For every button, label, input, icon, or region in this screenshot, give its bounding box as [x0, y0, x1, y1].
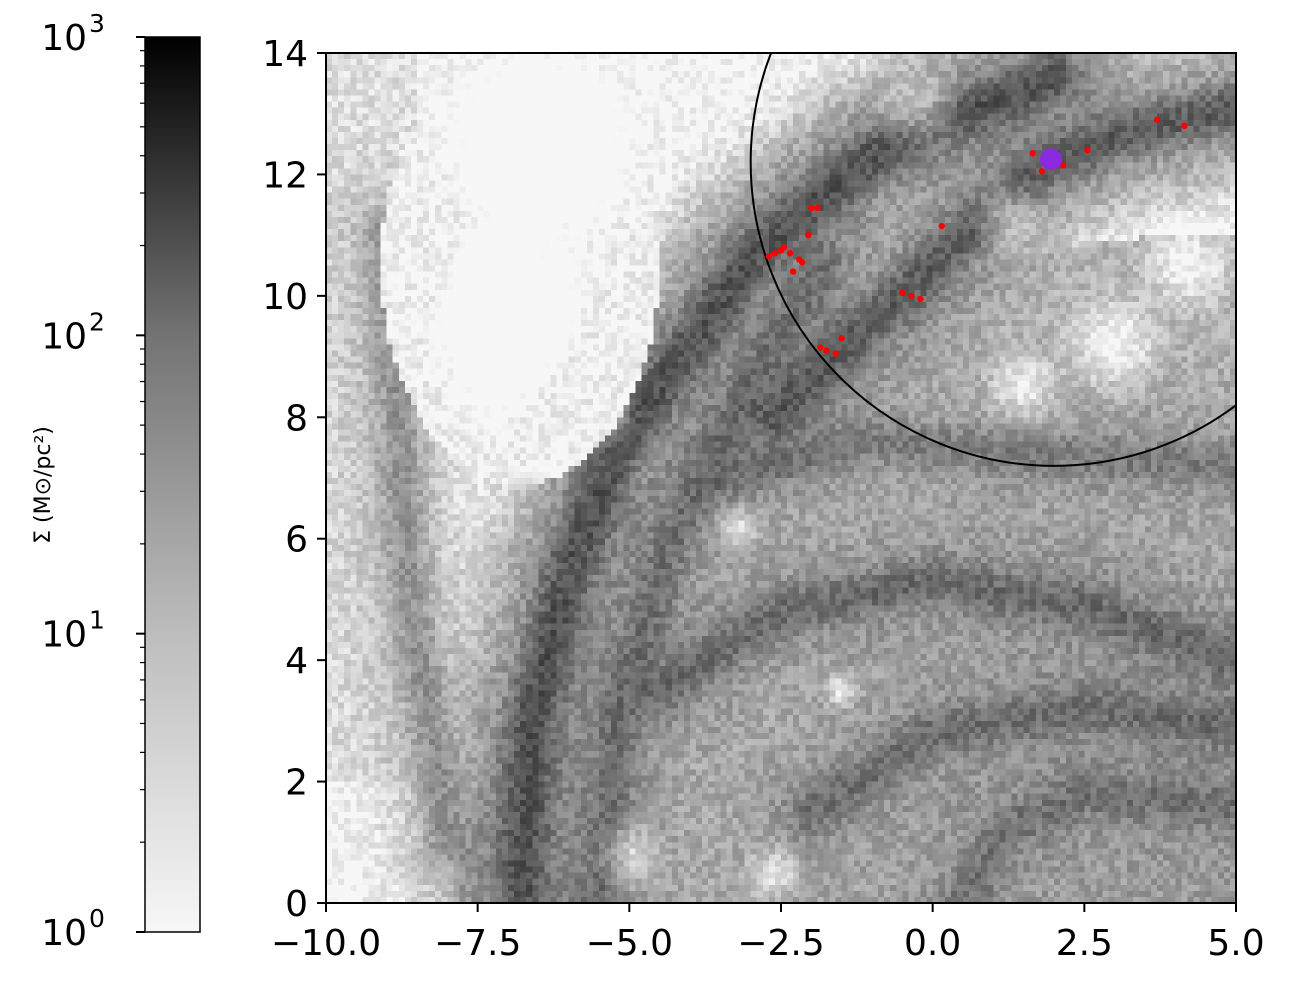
colorbar-label: Σ (M⊙/pc²) — [31, 426, 56, 544]
red-point — [917, 295, 924, 303]
red-point — [817, 344, 824, 351]
red-point — [786, 250, 794, 257]
x-tick-label: −5.0 — [586, 923, 673, 964]
y-tick-label: 2 — [285, 763, 308, 804]
y-tick-label: 6 — [285, 520, 308, 561]
x-tick-label: 0.0 — [904, 923, 961, 964]
x-tick-label: −7.5 — [434, 923, 521, 964]
red-point — [899, 289, 906, 297]
red-point — [1084, 146, 1091, 154]
colorbar-tick-label: 10 — [41, 316, 87, 357]
x-tick-label: −10.0 — [271, 923, 381, 964]
red-point — [1059, 162, 1067, 169]
x-tick-label: 2.5 — [1056, 923, 1113, 964]
red-point — [1181, 122, 1188, 130]
red-point — [1153, 116, 1161, 123]
overlay-layer — [749, 53, 1236, 467]
y-axis: 0 2 4 6 8 10 12 14 — [262, 34, 326, 925]
y-tick-label: 4 — [285, 641, 308, 682]
colorbar-tick-label: 10 — [41, 615, 87, 656]
colorbar-tick-exponent: 2 — [89, 307, 105, 336]
colorbar-tick-label: 10 — [41, 18, 87, 59]
y-tick-label: 8 — [285, 398, 308, 439]
y-tick-label: 14 — [262, 34, 308, 75]
colorbar-gradient — [145, 37, 200, 932]
colorbar-frame — [144, 36, 201, 933]
x-axis: −10.0 −7.5 −5.0 −2.5 0.0 2.5 5.0 — [271, 903, 1265, 964]
x-tick-label: 5.0 — [1207, 923, 1264, 964]
density-heatmap — [326, 53, 1236, 903]
colorbar-tick-exponent: 0 — [89, 904, 105, 933]
red-point — [805, 231, 812, 239]
red-point — [1029, 149, 1036, 157]
red-point — [938, 222, 945, 230]
highlight-point — [1039, 148, 1062, 171]
red-point — [814, 204, 821, 212]
red-point — [908, 292, 915, 300]
plot-area: −10.0 −7.5 −5.0 −2.5 0.0 2.5 5.0 0 2 4 6 8 10 12 14 — [262, 34, 1265, 964]
colorbar-tick-exponent: 1 — [89, 606, 105, 635]
red-point — [765, 253, 773, 260]
y-tick-label: 10 — [262, 277, 308, 318]
red-point — [808, 204, 815, 212]
red-point — [823, 347, 830, 354]
red-point — [789, 268, 797, 275]
y-tick-label: 12 — [262, 155, 308, 196]
selection-circle — [749, 53, 1236, 467]
red-point — [799, 259, 806, 266]
y-tick-label: 0 — [285, 884, 308, 925]
colorbar-ticks — [136, 36, 145, 933]
red-point — [832, 350, 839, 357]
red-point — [838, 335, 845, 342]
x-tick-label: −2.5 — [737, 923, 824, 964]
colorbar-tick-exponent: 3 — [89, 9, 105, 38]
colorbar-tick-label: 10 — [41, 913, 87, 954]
red-point — [780, 244, 788, 251]
red-point — [1038, 168, 1046, 175]
red-point — [771, 250, 779, 257]
